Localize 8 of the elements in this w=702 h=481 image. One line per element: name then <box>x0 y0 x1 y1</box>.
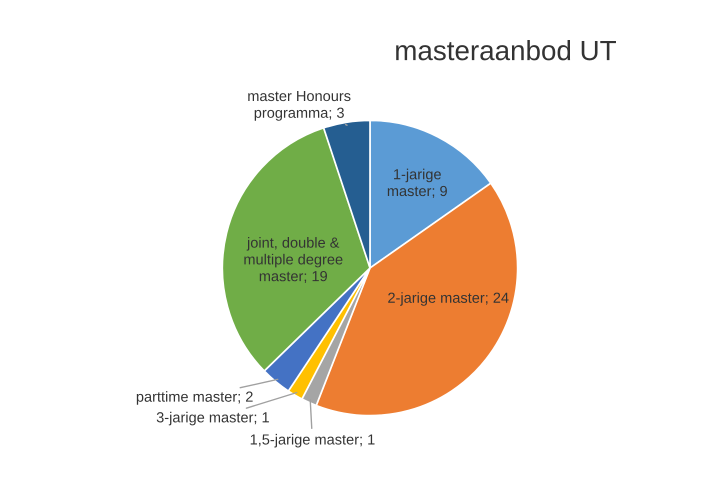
slice-label: parttime master; 2 <box>136 391 253 405</box>
slice-label: joint, double & multiple degree master; 19 <box>244 237 342 284</box>
slice-label: master Honours programma; 3 <box>248 90 350 121</box>
slice-label: 1-jarige master; 9 <box>388 168 447 198</box>
slice-label: 1,5-jarige master; 1 <box>250 434 375 448</box>
chart-title: masteraanbod UT <box>396 40 616 60</box>
slice-label: 3-jarige master; 1 <box>156 412 269 426</box>
slice-label: 2-jarige master; 24 <box>388 292 509 306</box>
